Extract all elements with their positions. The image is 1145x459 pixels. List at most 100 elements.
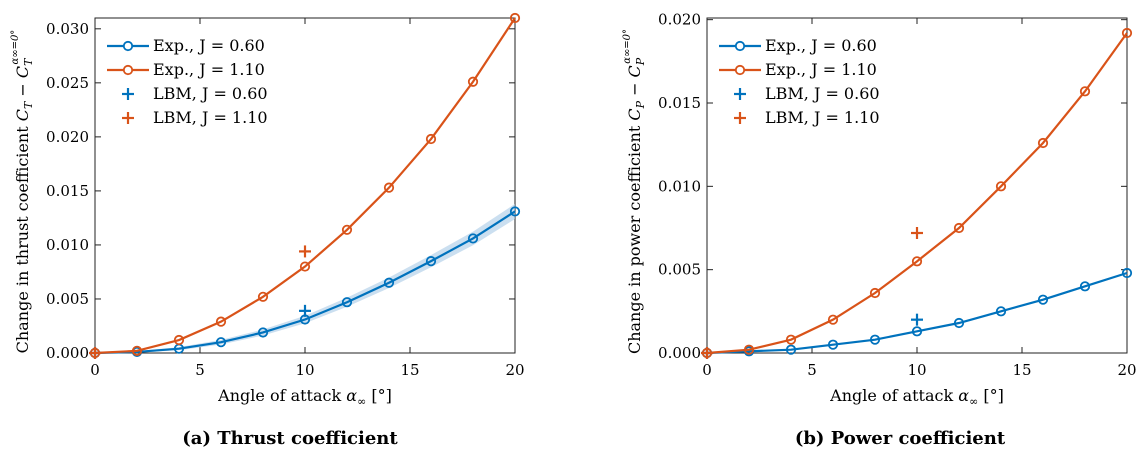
series-exp-j-0-60: [701, 267, 1133, 359]
uncertainty-band: [95, 203, 515, 353]
data-point: [1121, 27, 1133, 39]
x-axis-label: Angle of attack α∞ [°]: [217, 386, 392, 408]
legend-label: LBM, J = 1.10: [153, 108, 268, 127]
data-point: [509, 12, 521, 24]
data-point: [215, 337, 227, 348]
y-tick-label: 0.015: [658, 94, 701, 112]
legend-item: LBM, J = 0.60: [122, 84, 268, 103]
data-point: [1037, 137, 1049, 149]
legend-label: Exp., J = 1.10: [765, 60, 877, 79]
data-point-plus: [701, 347, 713, 359]
y-axis-label: Change in power coefficient CP − CPα∞=0°: [622, 29, 647, 354]
data-point: [953, 317, 965, 329]
data-point: [911, 256, 923, 267]
data-point: [827, 339, 839, 350]
data-point: [1079, 86, 1091, 97]
x-axis-label: Angle of attack α∞ [°]: [829, 386, 1004, 408]
series-lbm-j-1-10: [701, 227, 923, 359]
data-point: [257, 291, 269, 302]
y-tick-label: 0.005: [658, 261, 701, 279]
x-tick-label: 15: [400, 361, 419, 379]
data-point-plus: [911, 313, 923, 326]
data-point: [869, 334, 881, 345]
data-point: [467, 233, 479, 244]
legend-item: Exp., J = 0.60: [107, 36, 265, 55]
data-point: [743, 344, 755, 355]
series-lbm-j-1-10: [89, 245, 311, 359]
legend-item: LBM, J = 1.10: [122, 108, 268, 127]
data-point: [827, 314, 839, 325]
legend-item: LBM, J = 1.10: [734, 108, 880, 127]
y-tick-label: 0.010: [46, 236, 89, 254]
data-point: [173, 334, 185, 346]
data-point-plus: [299, 245, 311, 258]
data-point: [383, 182, 395, 193]
series-line: [94, 17, 516, 355]
y-axis-label: Change in thrust coefficient CT − CTα∞=0…: [10, 30, 35, 354]
x-tick-label: 0: [702, 361, 712, 379]
data-point-plus: [89, 347, 101, 359]
x-tick-label: 20: [505, 361, 524, 379]
data-point: [1037, 294, 1049, 305]
chart-panel-1: 0 5 10 15 20 0.000 0.005 0.010 0.015 0.020 0.025 0.…: [10, 12, 525, 449]
legend-label: LBM, J = 0.60: [765, 84, 880, 103]
y-tick-label: 0.010: [658, 177, 701, 195]
series-line: [94, 210, 516, 355]
x-tick-label: 5: [807, 361, 817, 379]
data-point: [341, 224, 353, 235]
y-tick-label: 0.025: [46, 74, 89, 92]
legend-item: Exp., J = 1.10: [719, 60, 877, 79]
data-point: [785, 334, 797, 345]
panel-caption: (a) Thrust coefficient: [182, 428, 398, 449]
panel-caption: (b) Power coefficient: [795, 428, 1006, 449]
data-point: [425, 133, 437, 145]
data-point: [911, 326, 923, 337]
y-tick-label: 0.005: [46, 290, 89, 308]
data-point: [425, 256, 437, 267]
data-point: [1121, 267, 1133, 279]
data-point: [215, 316, 227, 327]
chart-panel-2: 0 5 10 15 20 0.000 0.005 0.010 0.015 0.020 Angle o…: [622, 11, 1137, 449]
data-point-plus: [299, 304, 311, 317]
x-tick-label: 5: [195, 361, 205, 379]
data-point: [785, 344, 797, 355]
x-tick-label: 0: [90, 361, 100, 379]
series-line: [706, 271, 1128, 355]
y-tick-label: 0.015: [46, 182, 89, 200]
legend: Exp., J = 0.60 Exp., J = 1.10 LBM, J = 0.6…: [107, 36, 268, 127]
data-point: [131, 345, 143, 356]
y-tick-label: 0.030: [46, 20, 89, 38]
legend-label: Exp., J = 1.10: [153, 60, 265, 79]
legend-item: Exp., J = 0.60: [719, 36, 877, 55]
x-tick-label: 10: [295, 361, 314, 379]
legend-item: LBM, J = 0.60: [734, 84, 880, 103]
x-tick-label: 20: [1117, 361, 1136, 379]
x-tick-label: 15: [1012, 361, 1031, 379]
data-point: [467, 76, 479, 87]
data-point: [509, 206, 521, 217]
x-tick-label: 10: [907, 361, 926, 379]
data-point: [953, 222, 965, 234]
data-point: [1079, 281, 1091, 292]
data-point: [869, 287, 881, 299]
y-tick-label: 0.020: [46, 128, 89, 146]
legend-label: LBM, J = 1.10: [765, 108, 880, 127]
data-point: [995, 306, 1007, 317]
data-point: [299, 261, 311, 272]
y-tick-label: 0.000: [658, 344, 701, 362]
legend-label: Exp., J = 0.60: [765, 36, 877, 55]
data-point-plus: [911, 227, 923, 239]
series-exp-j-0-60: [89, 206, 521, 359]
legend-label: Exp., J = 0.60: [153, 36, 265, 55]
series-exp-j-1-10: [701, 27, 1133, 359]
y-tick-label: 0.020: [658, 11, 701, 29]
data-point: [383, 277, 395, 288]
legend-label: LBM, J = 0.60: [153, 84, 268, 103]
legend-item: Exp., J = 1.10: [107, 60, 265, 79]
data-point: [341, 297, 353, 308]
data-point: [257, 327, 269, 338]
series-line: [706, 32, 1128, 355]
legend: Exp., J = 0.60 Exp., J = 1.10 LBM, J = 0.6…: [719, 36, 880, 127]
data-point: [995, 181, 1007, 192]
